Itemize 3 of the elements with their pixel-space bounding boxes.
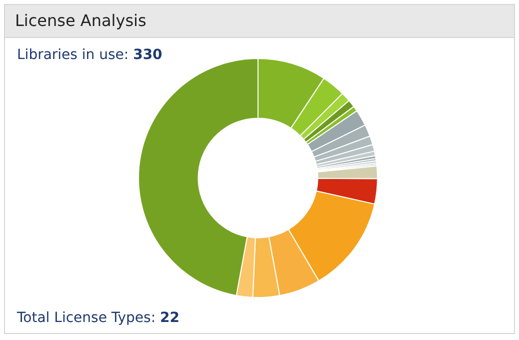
chart-title: License Analysis <box>15 11 146 30</box>
chart-subtitle: Libraries in use: 330 <box>17 47 162 63</box>
text: Total License Types: 22 <box>17 310 180 326</box>
